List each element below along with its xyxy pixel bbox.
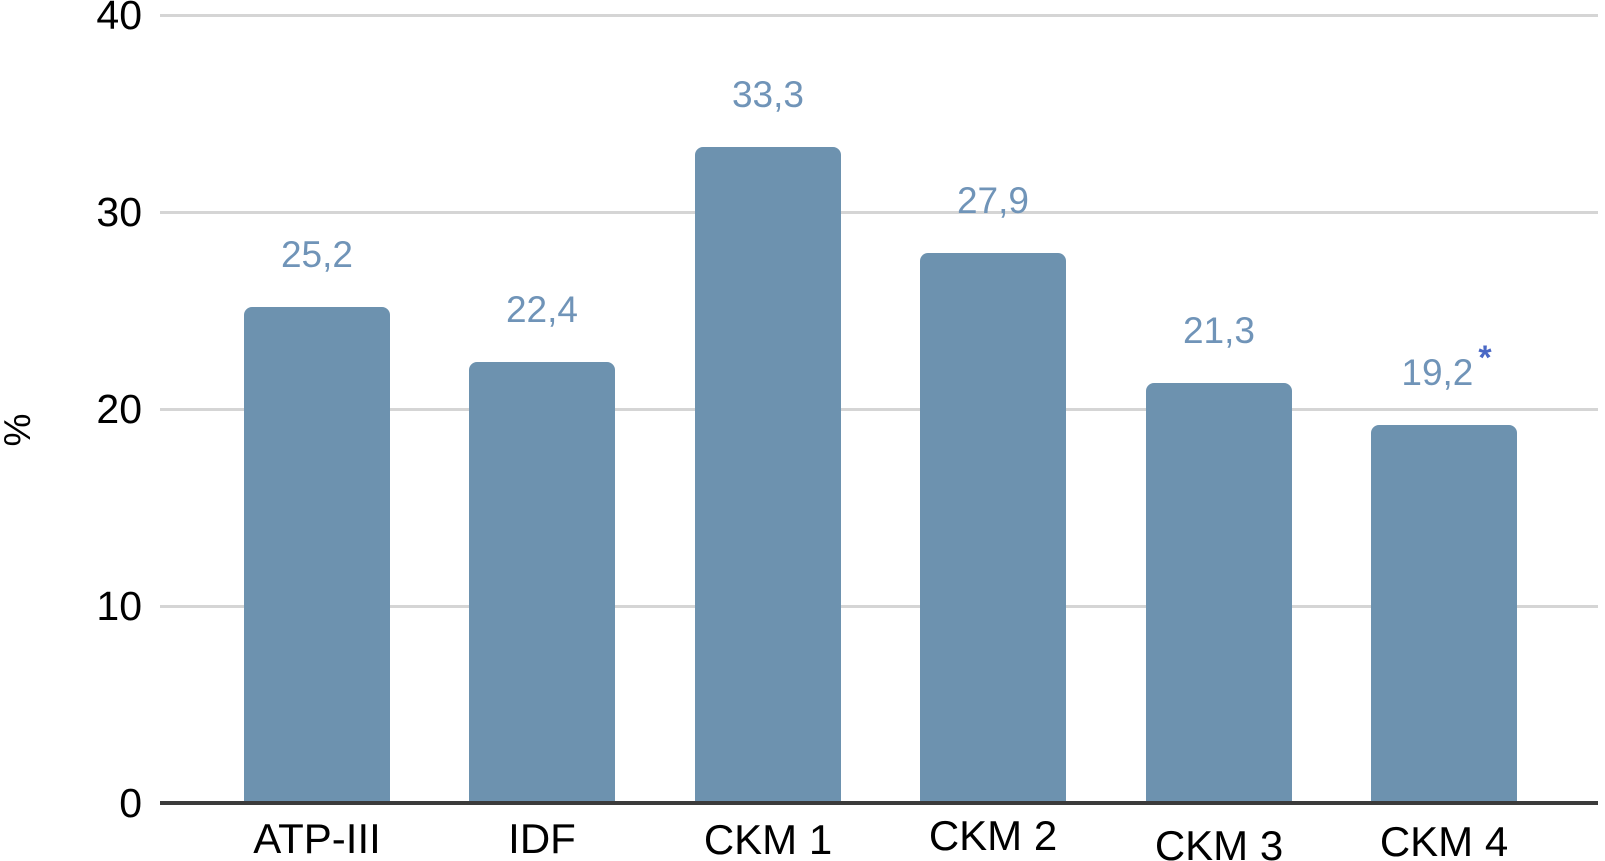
- value-label-text: 19,2: [1401, 352, 1474, 393]
- value-label: 22,4: [432, 290, 652, 330]
- x-axis-label: CKM 1: [703, 816, 833, 861]
- y-tick-label: 10: [96, 583, 142, 629]
- x-axis-label: ATP-III: [253, 815, 381, 861]
- value-label: 21,3: [1109, 311, 1329, 351]
- y-tick-label: 30: [96, 189, 142, 235]
- gridline: [160, 14, 1598, 17]
- bar-ckm-4: [1371, 425, 1517, 803]
- gridline: [160, 408, 1598, 411]
- bar-ckm-3: [1146, 383, 1292, 803]
- bar-ckm-1: [695, 147, 841, 803]
- value-label-text: 21,3: [1182, 310, 1255, 351]
- value-label-text: 22,4: [505, 289, 578, 330]
- value-label-text: 27,9: [956, 180, 1029, 221]
- y-tick-label: 0: [119, 780, 142, 826]
- x-axis-label: CKM 3: [1154, 822, 1284, 861]
- value-label: 19,2 *: [1334, 339, 1554, 394]
- value-label: 33,3: [658, 75, 878, 115]
- bar-idf: [469, 362, 615, 803]
- bar-atp-iii: [244, 307, 390, 803]
- value-label-text: 25,2: [280, 234, 353, 275]
- x-axis-label: IDF: [508, 815, 576, 861]
- x-axis-label: CKM 4: [1379, 818, 1509, 861]
- significance-asterisk: *: [1478, 339, 1492, 377]
- x-axis-label: CKM 2: [928, 812, 1058, 859]
- x-axis-line: [160, 801, 1598, 805]
- value-label-text: 33,3: [731, 74, 804, 115]
- y-tick-label: 40: [96, 0, 142, 38]
- bar-ckm-2: [920, 253, 1066, 803]
- value-label: 27,9: [883, 181, 1103, 221]
- value-label: 25,2: [207, 235, 427, 275]
- y-tick-label: 20: [96, 386, 142, 432]
- gridline: [160, 605, 1598, 608]
- gridline: [160, 211, 1598, 214]
